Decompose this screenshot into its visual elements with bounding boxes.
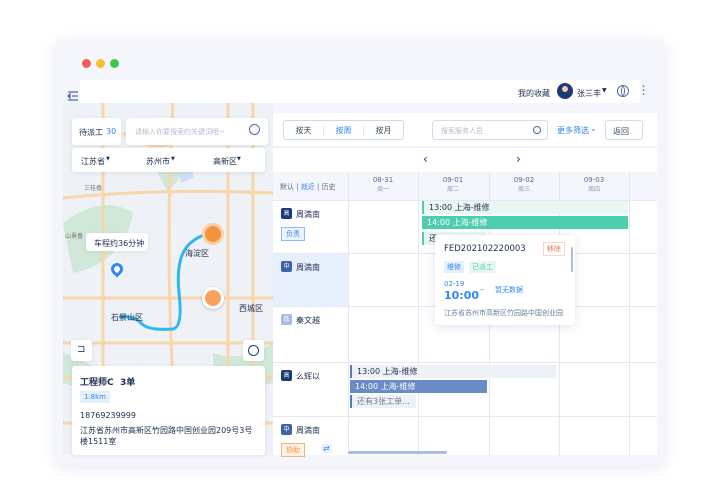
more-icon[interactable]: · · ·	[642, 82, 646, 99]
map-label: 海淀区	[185, 249, 209, 258]
map-label: 西城区	[239, 304, 263, 313]
favorites-link[interactable]: 我的收藏	[518, 89, 550, 98]
popup-scrollbar[interactable]	[571, 247, 573, 272]
grid-line	[273, 200, 657, 201]
sort-default[interactable]: 默认	[280, 183, 294, 191]
map-label: 三桂香	[84, 185, 103, 192]
map-search-input[interactable]: 请输入你要搜索的关键词哦~	[126, 118, 268, 145]
day-column-header: 09-03 周四	[583, 176, 605, 193]
engineer-card[interactable]: 工程师C 3单 1.8km 18769239999 江苏省苏州市高新区竹园路中国…	[72, 366, 265, 455]
day-header	[273, 172, 657, 200]
end-time: 暂无数据	[495, 286, 523, 294]
level-badge: 高	[281, 370, 292, 381]
map-label: 山景香	[65, 233, 84, 240]
route-tooltip: 车程约36分钟	[86, 233, 148, 251]
level-badge: 中	[281, 261, 292, 272]
region-selector: 江苏省 ▼ 苏州市 ▼ 高新区 ▼	[72, 148, 265, 172]
next-week-icon[interactable]: ›	[516, 152, 521, 166]
level-badge: 中	[281, 424, 292, 435]
more-filter-button[interactable]: 更多筛选	[557, 126, 589, 135]
swap-icon[interactable]: ⇄	[321, 444, 332, 453]
sort-history[interactable]: 历史	[321, 183, 336, 191]
day-column-header: 09-01 周二	[442, 176, 464, 193]
city-select[interactable]: 苏州市	[146, 157, 170, 166]
globe-icon[interactable]	[617, 85, 629, 97]
sort-nearby[interactable]: 就近	[300, 183, 315, 191]
locate-icon[interactable]	[243, 340, 264, 361]
horizontal-scrollbar[interactable]	[348, 451, 447, 454]
staff-name: 秦文越	[296, 316, 320, 325]
top-header	[80, 80, 640, 103]
sort-options: 默认 | 就近 | 历史	[280, 183, 336, 191]
more-events[interactable]: 还有3张工单...	[350, 395, 416, 408]
grid-line	[348, 172, 349, 455]
grid-line	[273, 416, 657, 417]
level-badge: 高	[281, 208, 292, 219]
tab-month[interactable]: 按月	[375, 125, 392, 135]
staff-name: 周満南	[296, 426, 320, 435]
type-tag: 维修	[444, 261, 464, 273]
view-switch: 按天 按周 按月	[283, 120, 404, 140]
district-select[interactable]: 高新区	[213, 157, 237, 166]
maximize-dot[interactable]	[110, 59, 119, 68]
event-bar[interactable]: 13:00 上海-维修	[422, 201, 628, 214]
status-tag: 已派工	[469, 261, 496, 273]
order-popup: FED202102220003 移除 维修 已派工 02-19 10:00 – …	[435, 235, 575, 325]
engineer-marker[interactable]	[202, 287, 224, 309]
grid-line	[273, 362, 657, 363]
staff-search-input[interactable]: 搜索服务人员	[432, 120, 548, 140]
event-bar-active[interactable]: 14:00 上海-维修	[350, 380, 487, 393]
pending-tab[interactable]: 待派工 30	[72, 118, 121, 145]
search-icon[interactable]	[249, 124, 260, 135]
event-bar[interactable]: 13:00 上海-维修	[350, 365, 556, 378]
level-badge: 低	[281, 314, 292, 325]
chevron-down-icon: ⌄	[590, 124, 597, 133]
menu-collapse-icon[interactable]	[67, 86, 79, 101]
event-bar-active[interactable]: 14:00 上海-维修	[422, 216, 628, 229]
search-icon	[533, 126, 541, 134]
chevron-down-icon[interactable]: ▼	[602, 87, 607, 94]
staff-name: 么辉以	[296, 372, 320, 381]
phone: 18769239999	[80, 411, 136, 420]
back-button[interactable]: 返回	[605, 120, 643, 140]
avatar[interactable]	[557, 83, 573, 99]
grid-line	[418, 172, 419, 455]
order-time: 10:00	[444, 289, 480, 302]
address: 江苏省苏州市高新区竹园路中国创业园209号3号楼1511室	[80, 426, 253, 446]
province-select[interactable]: 江苏省	[81, 157, 105, 166]
user-name[interactable]: 张三丰	[577, 89, 601, 98]
order-address: 江苏省苏州市高新区竹园路中国创业园	[444, 309, 563, 317]
remove-button[interactable]: 移除	[543, 242, 565, 256]
map-label: 石景山区	[111, 313, 143, 322]
close-dot[interactable]	[82, 59, 91, 68]
engineer-marker[interactable]	[202, 223, 224, 245]
role-tag: 负责	[281, 227, 305, 241]
grid-line	[629, 172, 630, 455]
staff-name: 周満南	[296, 210, 320, 219]
prev-week-icon[interactable]: ‹	[423, 152, 428, 166]
order-date: 02-19	[444, 280, 465, 288]
back-icon[interactable]: ⊐	[71, 340, 92, 361]
tab-day[interactable]: 按天	[284, 124, 324, 136]
tab-week[interactable]: 按周	[324, 124, 364, 136]
role-tag: 协助	[281, 443, 305, 457]
staff-name: 周満南	[296, 263, 320, 272]
day-column-header: 08-31 周一	[372, 176, 394, 193]
day-column-header: 09-02 周三	[513, 176, 535, 193]
distance-badge: 1.8km	[80, 391, 111, 403]
minimize-dot[interactable]	[96, 59, 105, 68]
order-id: FED202102220003	[444, 244, 526, 254]
